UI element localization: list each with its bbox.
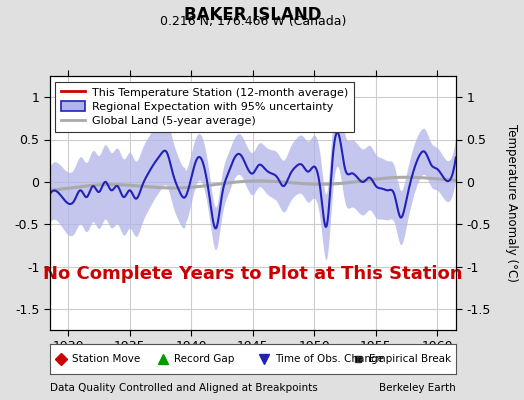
Text: Empirical Break: Empirical Break [368, 354, 451, 364]
Text: BAKER ISLAND: BAKER ISLAND [184, 6, 322, 24]
Text: Station Move: Station Move [72, 354, 140, 364]
Text: Berkeley Earth: Berkeley Earth [379, 383, 456, 393]
Text: Data Quality Controlled and Aligned at Breakpoints: Data Quality Controlled and Aligned at B… [50, 383, 318, 393]
Text: No Complete Years to Plot at This Station: No Complete Years to Plot at This Statio… [43, 265, 463, 283]
Text: Time of Obs. Change: Time of Obs. Change [275, 354, 384, 364]
Text: 0.216 N, 176.466 W (Canada): 0.216 N, 176.466 W (Canada) [160, 15, 346, 28]
Y-axis label: Temperature Anomaly (°C): Temperature Anomaly (°C) [505, 124, 518, 282]
Text: Record Gap: Record Gap [173, 354, 234, 364]
Legend: This Temperature Station (12-month average), Regional Expectation with 95% uncer: This Temperature Station (12-month avera… [56, 82, 354, 132]
